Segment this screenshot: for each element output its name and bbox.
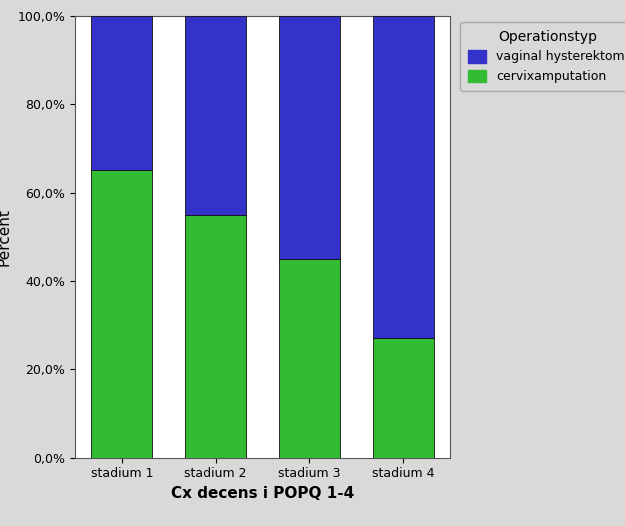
Bar [279,16,340,259]
Bar [372,16,434,338]
X-axis label: Cx decens i POPQ 1-4: Cx decens i POPQ 1-4 [171,486,354,501]
Legend: vaginal hysterektomi, cervixamputation: vaginal hysterektomi, cervixamputation [460,22,625,91]
Bar [279,259,340,458]
Bar [91,16,152,170]
Y-axis label: Percent: Percent [0,208,12,266]
Bar [91,170,152,458]
Bar [185,215,246,458]
Bar [185,16,246,215]
Bar [372,338,434,458]
